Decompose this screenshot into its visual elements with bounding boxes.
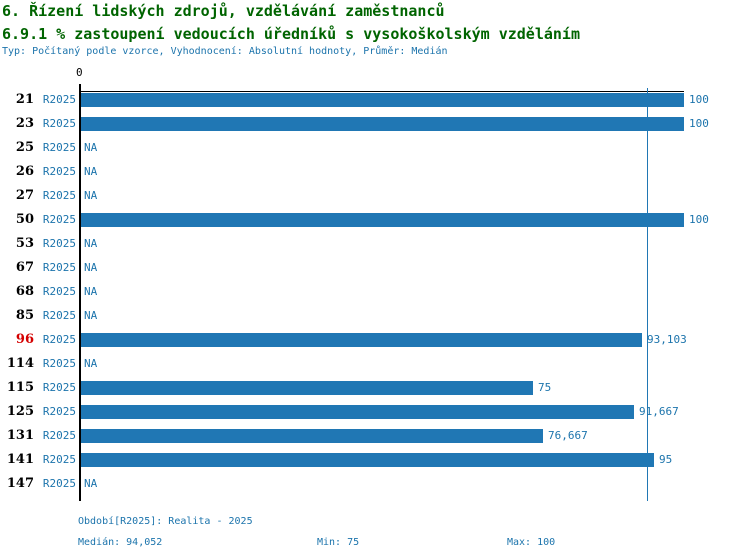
na-label: NA [84,357,98,370]
value-bar [81,93,684,107]
period-label: R2025 [42,189,76,202]
chart-row: 25 R2025 NA [0,141,750,155]
chart-row: 23 R2025 100 [0,117,750,131]
chart-title: 6. Řízení lidských zdrojů, vzdělávání za… [2,2,445,20]
value-bar [81,213,684,227]
org-id-label: 115 [6,380,34,395]
period-label: R2025 [42,261,76,274]
bar-value-label: 100 [689,117,709,130]
period-label: R2025 [42,309,76,322]
chart-row: 50 R2025 100 [0,213,750,227]
org-id-label: 23 [15,116,34,131]
chart-row: 115 R2025 75 [0,381,750,395]
value-bar [81,381,533,395]
chart-row: 21 R2025 100 [0,93,750,107]
bar-value-label: 76,667 [548,429,588,442]
chart-row: 26 R2025 NA [0,165,750,179]
period-label: R2025 [42,141,76,154]
org-id-label: 125 [6,404,34,419]
period-label: R2025 [42,453,76,466]
org-id-label: 147 [6,476,34,491]
bar-value-label: 100 [689,93,709,106]
org-id-label: 114 [6,356,34,371]
na-label: NA [84,141,98,154]
bar-value-label: 100 [689,213,709,226]
na-label: NA [84,477,98,490]
chart-row: 131 R2025 76,667 [0,429,750,443]
period-label: R2025 [42,93,76,106]
x-axis-line [80,91,684,92]
value-bar [81,429,543,443]
period-label: R2025 [42,237,76,250]
bar-value-label: 93,103 [647,333,687,346]
org-id-label: 21 [15,92,34,107]
footer-max-label: Max: 100 [507,537,556,548]
na-label: NA [84,285,98,298]
na-label: NA [84,261,98,274]
y-axis-line [79,84,81,501]
chart-row: 67 R2025 NA [0,261,750,275]
bar-value-label: 75 [538,381,552,394]
na-label: NA [84,189,98,202]
period-label: R2025 [42,165,76,178]
org-id-label: 26 [15,164,34,179]
period-label: R2025 [42,429,76,442]
value-bar [81,453,654,467]
org-id-label: 141 [6,452,34,467]
chart-row: 141 R2025 95 [0,453,750,467]
chart-row: 68 R2025 NA [0,285,750,299]
period-label: R2025 [42,117,76,130]
org-id-label: 27 [15,188,34,203]
period-label: R2025 [42,405,76,418]
value-bar [81,333,642,347]
value-bar [81,405,634,419]
chart-row: 53 R2025 NA [0,237,750,251]
chart-meta-line: Typ: Počítaný podle vzorce, Vyhodnocení:… [2,46,448,57]
chart-row: 96 R2025 93,103 [0,333,750,347]
chart-row: 147 R2025 NA [0,477,750,491]
org-id-label: 25 [15,140,34,155]
median-line [647,88,648,501]
org-id-label: 96 [15,332,34,347]
period-label: R2025 [42,477,76,490]
bar-value-label: 95 [659,453,673,466]
chart-row: 27 R2025 NA [0,189,750,203]
org-id-label: 67 [15,260,34,275]
chart-row: 125 R2025 91,667 [0,405,750,419]
x-axis-zero-label: 0 [76,66,83,79]
na-label: NA [84,237,98,250]
value-bar [81,117,684,131]
period-label: R2025 [42,213,76,226]
na-label: NA [84,309,98,322]
org-id-label: 53 [15,236,34,251]
org-id-label: 50 [15,212,34,227]
na-label: NA [84,165,98,178]
period-label: R2025 [42,357,76,370]
org-id-label: 85 [15,308,34,323]
period-label: R2025 [42,381,76,394]
chart-indicator-title: 6.9.1 % zastoupení vedoucích úředníků s … [2,25,580,43]
period-label: R2025 [42,285,76,298]
org-id-label: 68 [15,284,34,299]
chart-row: 114 R2025 NA [0,357,750,371]
footer-period-label: Období[R2025]: Realita - 2025 [78,516,253,527]
period-label: R2025 [42,333,76,346]
bar-value-label: 91,667 [639,405,679,418]
chart-row: 85 R2025 NA [0,309,750,323]
footer-median-label: Medián: 94,052 [78,537,163,548]
org-id-label: 131 [6,428,34,443]
footer-min-label: Min: 75 [317,537,360,548]
